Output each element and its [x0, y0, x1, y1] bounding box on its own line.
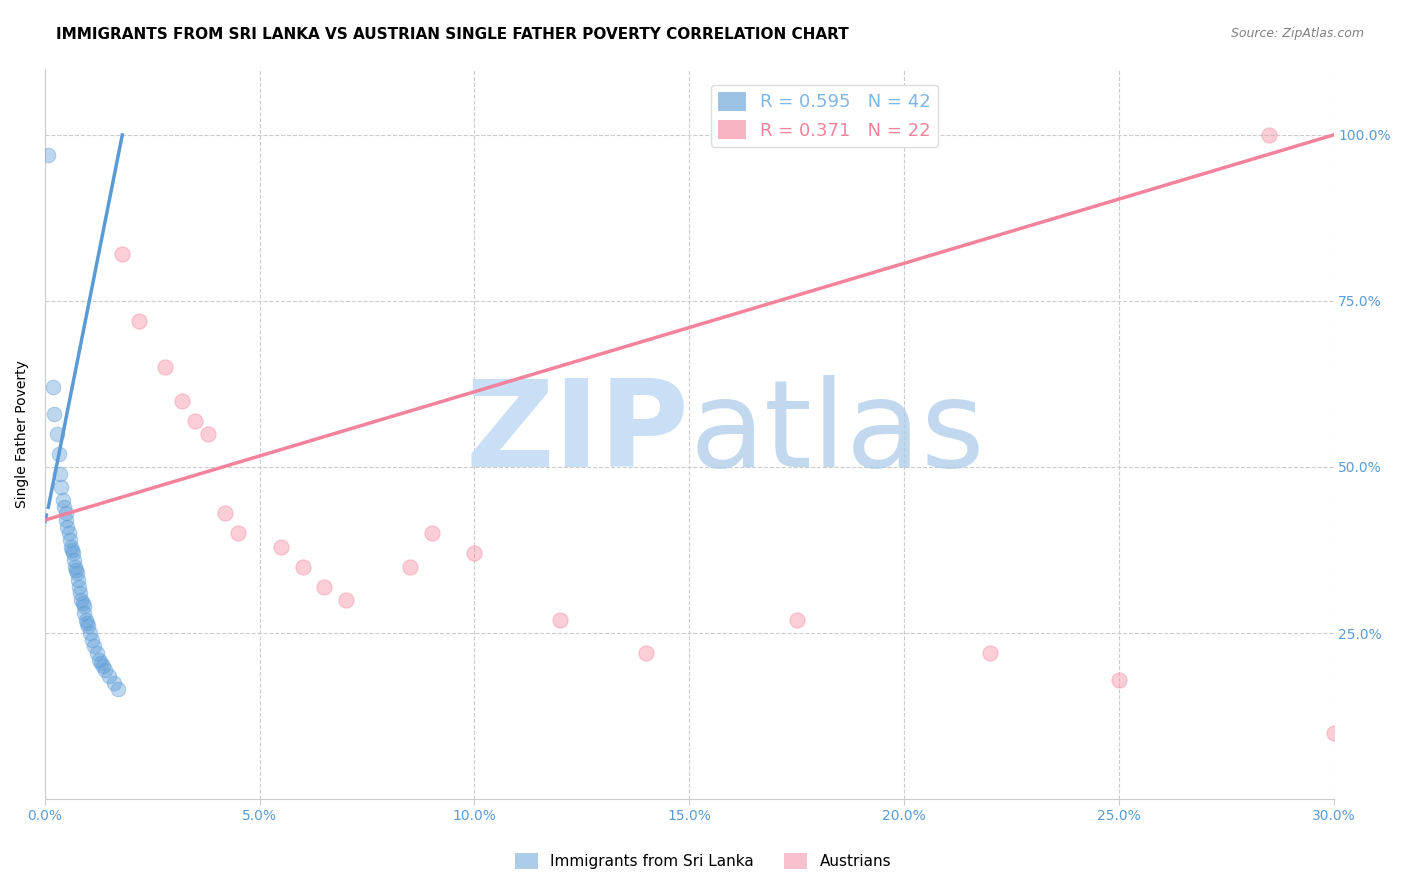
Point [94, 663, 117, 677]
Point [67, 580, 90, 594]
Point [65, 563, 87, 577]
Point [72, 599, 94, 614]
Point [91, 659, 114, 673]
Point [184, 413, 207, 427]
Point [226, 526, 249, 541]
Point [90, 656, 112, 670]
Point [128, 314, 150, 328]
Text: atlas: atlas [689, 376, 984, 492]
Point [87, 652, 110, 666]
Point [82, 632, 104, 647]
Y-axis label: Single Father Poverty: Single Father Poverty [15, 359, 30, 508]
Point [63, 553, 86, 567]
Point [56, 520, 79, 534]
Point [55, 507, 77, 521]
Legend: Immigrants from Sri Lanka, Austrians: Immigrants from Sri Lanka, Austrians [509, 847, 897, 875]
Point [51, 480, 73, 494]
Point [49, 467, 72, 481]
Point [62, 546, 84, 560]
Point [66, 566, 89, 581]
Point [63, 559, 86, 574]
Point [111, 247, 134, 261]
Point [73, 606, 96, 620]
Point [60, 543, 83, 558]
Point [59, 540, 82, 554]
Point [1108, 673, 1130, 687]
Point [83, 640, 105, 654]
Point [155, 360, 177, 375]
Text: IMMIGRANTS FROM SRI LANKA VS AUSTRIAN SINGLE FATHER POVERTY CORRELATION CHART: IMMIGRANTS FROM SRI LANKA VS AUSTRIAN SI… [56, 27, 849, 42]
Point [420, 526, 443, 541]
Point [270, 540, 292, 554]
Text: ZIP: ZIP [465, 376, 689, 492]
Point [75, 613, 97, 627]
Point [58, 526, 80, 541]
Point [44, 407, 66, 421]
Point [1322, 725, 1344, 739]
Point [48, 447, 70, 461]
Point [41, 380, 63, 394]
Point [86, 646, 108, 660]
Point [79, 626, 101, 640]
Point [72, 596, 94, 610]
Point [197, 426, 219, 441]
Text: Source: ZipAtlas.com: Source: ZipAtlas.com [1230, 27, 1364, 40]
Point [98, 669, 121, 683]
Point [52, 493, 75, 508]
Point [70, 592, 93, 607]
Point [107, 682, 129, 697]
Point [550, 613, 572, 627]
Point [463, 546, 485, 560]
Point [53, 500, 76, 514]
Point [37, 148, 59, 162]
Point [291, 559, 314, 574]
Point [1258, 128, 1281, 142]
Point [314, 580, 336, 594]
Point [69, 586, 91, 600]
Point [103, 676, 125, 690]
Point [786, 613, 808, 627]
Point [979, 646, 1001, 660]
Point [335, 592, 357, 607]
Point [59, 533, 82, 547]
Point [214, 507, 236, 521]
Point [399, 559, 422, 574]
Point [67, 573, 90, 587]
Point [172, 393, 194, 408]
Point [46, 426, 69, 441]
Point [636, 646, 658, 660]
Point [55, 513, 77, 527]
Point [76, 616, 98, 631]
Point [77, 619, 100, 633]
Legend: R = 0.595   N = 42, R = 0.371   N = 22: R = 0.595 N = 42, R = 0.371 N = 22 [711, 85, 938, 147]
